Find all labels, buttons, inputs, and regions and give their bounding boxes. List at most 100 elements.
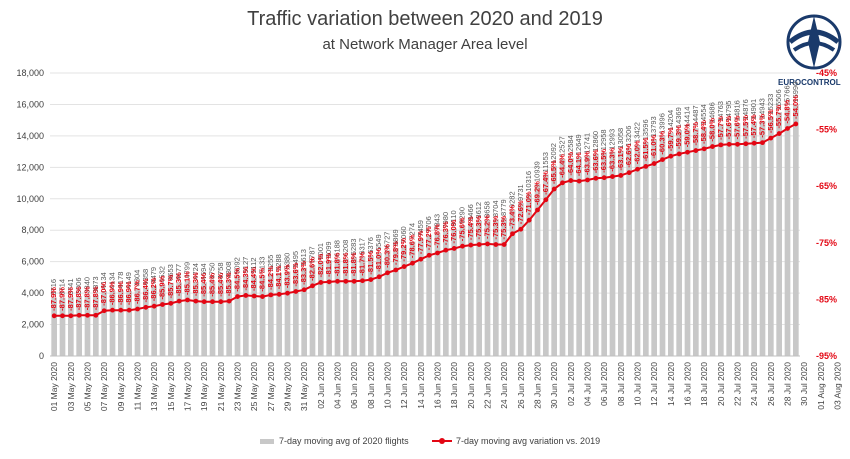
line-point (493, 242, 499, 247)
bar (759, 121, 766, 356)
bar-value-label: 9731 (516, 184, 525, 201)
line-value-label: -78.6% (408, 234, 417, 258)
x-tick-label: 03 May 2020 (66, 362, 76, 411)
line-point (560, 180, 565, 186)
line-point (626, 170, 632, 176)
bar-value-label: 8704 (491, 200, 500, 217)
bar-value-label: 7060 (399, 226, 408, 243)
line-point (151, 303, 157, 309)
bar (493, 219, 499, 356)
line-point (576, 178, 582, 184)
x-tick-label: 30 Jul 2020 (799, 362, 809, 406)
bar (276, 272, 282, 356)
x-tick-label: 22 Jun 2020 (483, 362, 493, 409)
y-right-tick-label: -45% (816, 68, 837, 78)
line-value-label: -85.1% (183, 271, 192, 295)
bar (668, 132, 674, 356)
bar-value-label: 10316 (524, 171, 533, 192)
line-point (760, 140, 765, 146)
line-value-label: -76.0% (449, 219, 458, 243)
line-point (768, 135, 774, 141)
line-value-label: -87.8% (91, 286, 100, 310)
bar-value-label: 11553 (541, 152, 550, 172)
bar (268, 273, 274, 356)
bar-value-label: 3716 (49, 279, 58, 296)
line-value-label: -72.6% (516, 200, 525, 224)
bar-value-label: 4677 (174, 264, 183, 281)
line-point (676, 151, 682, 157)
bar (518, 203, 524, 356)
line-value-label: -87.8% (83, 286, 92, 310)
eurocontrol-logo-icon (786, 14, 842, 70)
bar (751, 121, 757, 356)
bar (609, 151, 616, 356)
line-point (468, 242, 474, 248)
bar-value-label: 14816 (733, 100, 742, 121)
line-value-label: -75.6% (458, 217, 467, 241)
bar-value-label: 15990 (791, 82, 800, 103)
line-value-label: -57.5% (741, 115, 750, 139)
line-value-label: -85.3% (174, 272, 183, 296)
x-tick-label: 12 Jul 2020 (649, 362, 659, 406)
line-value-label: -61.5% (641, 137, 650, 161)
x-tick-label: 16 Jun 2020 (433, 362, 443, 409)
line-point (260, 294, 265, 299)
bar (126, 290, 132, 356)
bar-value-label: 12092 (549, 143, 558, 164)
bar-value-label: 5787 (308, 246, 317, 263)
bar-value-label: 14369 (674, 107, 683, 128)
bar-value-label: 5133 (258, 257, 267, 274)
x-tick-label: 20 Jul 2020 (716, 362, 726, 406)
line-value-label: -84.5% (233, 267, 242, 291)
x-tick-label: 04 Jul 2020 (583, 362, 593, 406)
line-value-label: -86.4% (141, 278, 150, 302)
line-point (93, 312, 99, 318)
bar-value-label: 14795 (724, 101, 733, 122)
x-tick-label: 01 May 2020 (49, 362, 59, 411)
line-point (776, 131, 782, 136)
line-value-label: -84.3% (241, 266, 250, 290)
line-value-label: -83.6% (291, 262, 300, 286)
x-tick-label: 11 May 2020 (133, 362, 143, 411)
bar-value-label: 3840 (83, 277, 92, 294)
bar-value-label: 13206 (624, 126, 633, 147)
line-point (110, 307, 115, 313)
legend-bars-swatch (260, 438, 274, 444)
bar (334, 258, 341, 356)
line-value-label: -56.5% (766, 109, 775, 133)
line-point (301, 287, 307, 293)
bar-value-label: 14876 (741, 99, 750, 120)
x-tick-label: 31 May 2020 (299, 362, 309, 411)
y-right-tick-label: -65% (816, 181, 837, 191)
bar (709, 125, 716, 356)
bar-value-label: 5288 (274, 254, 283, 271)
line-point (726, 141, 732, 147)
line-value-label: -58.7% (691, 121, 700, 145)
line-point (543, 197, 549, 203)
bar-value-label: 5112 (249, 257, 258, 273)
line-point (385, 270, 390, 276)
bar-value-label: 5380 (283, 253, 292, 270)
bar (301, 267, 307, 356)
line-value-label: -57.3% (758, 114, 767, 138)
line-value-label: -75.3% (491, 215, 500, 239)
line-value-label: -59.7% (666, 127, 675, 151)
line-value-label: -79.8% (391, 241, 400, 265)
line-point (551, 186, 557, 192)
line-value-label: -85.7% (166, 274, 175, 298)
line-point (485, 241, 490, 247)
bar (509, 210, 516, 356)
line-value-label: -75.3% (499, 215, 508, 239)
line-value-label: -77.9% (416, 230, 425, 254)
x-tick-label: 18 Jun 2020 (449, 362, 459, 409)
bar-value-label: 12741 (583, 133, 592, 154)
line-value-label: -86.2% (149, 277, 158, 301)
y-right-tick-label: -95% (816, 351, 837, 361)
bar-value-label: 14686 (708, 102, 717, 123)
x-tick-label: 01 Aug 2020 (816, 362, 826, 410)
y-left-tick-label: 10,000 (16, 194, 44, 204)
line-value-label: -86.9% (124, 281, 133, 305)
line-value-label: -81.7% (358, 252, 367, 276)
legend-bars-label: 7-day moving avg of 2020 flights (279, 436, 409, 446)
y-left-tick-label: 4,000 (21, 288, 44, 298)
